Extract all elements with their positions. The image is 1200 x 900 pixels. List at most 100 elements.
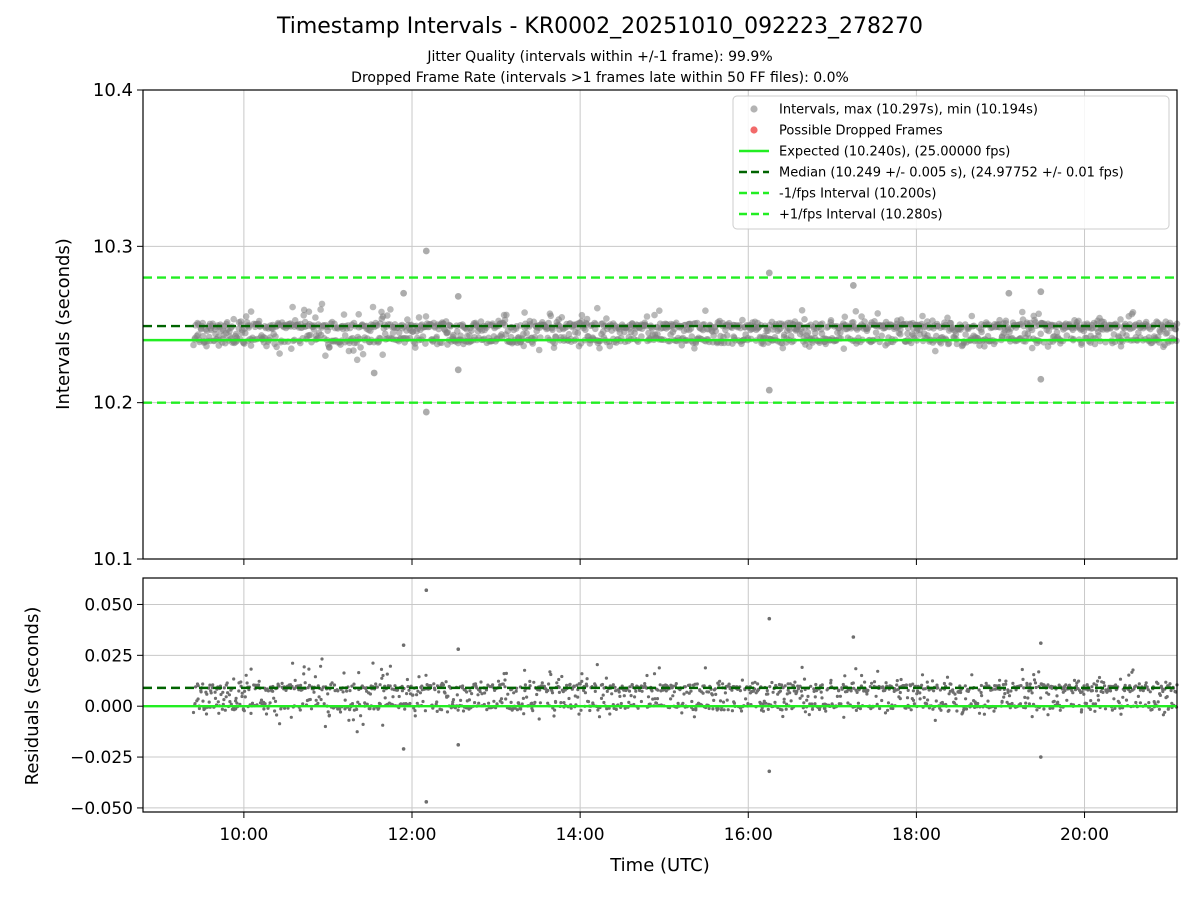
residual-point: [1136, 694, 1140, 699]
residual-point: [681, 701, 685, 705]
residual-point: [730, 688, 734, 692]
bottom-y-axis-label: Residuals (seconds): [22, 607, 43, 786]
residual-point: [683, 685, 687, 689]
residual-point: [350, 702, 355, 706]
interval-point: [415, 314, 423, 321]
residual-point: [408, 701, 412, 706]
residual-point: [851, 681, 855, 685]
interval-point: [307, 331, 314, 339]
interval-outlier-point: [1005, 289, 1013, 297]
residual-point: [443, 691, 447, 695]
residual-point: [1082, 692, 1086, 696]
residual-point: [421, 699, 425, 704]
residual-point: [319, 697, 323, 702]
residual-point: [614, 707, 618, 712]
residual-point: [336, 689, 340, 693]
residual-point: [583, 691, 588, 695]
residual-point: [835, 694, 840, 699]
residual-point: [256, 683, 261, 687]
residual-point: [646, 695, 651, 699]
bottom-y-tick-label: −0.025: [70, 748, 133, 768]
interval-point: [603, 315, 610, 322]
residual-point: [322, 702, 326, 706]
residual-point: [509, 700, 513, 705]
jitter-quality-subtitle: Jitter Quality (intervals within +/-1 fr…: [427, 49, 773, 65]
residual-point: [810, 702, 814, 706]
interval-point: [858, 313, 865, 320]
residual-point: [922, 695, 926, 700]
interval-point: [801, 316, 808, 323]
residual-point: [952, 701, 957, 705]
residual-point: [479, 680, 483, 684]
interval-point: [447, 323, 455, 330]
interval-point: [654, 331, 661, 338]
x-tick-label: 18:00: [892, 825, 941, 845]
residual-point: [451, 700, 455, 704]
residual-point: [1011, 681, 1015, 686]
residual-point: [1102, 681, 1106, 685]
interval-point: [804, 329, 812, 336]
residual-point: [1090, 689, 1094, 693]
residual-point: [594, 684, 598, 688]
residual-point: [204, 712, 209, 716]
residual-outlier-point: [424, 588, 429, 593]
residual-point: [813, 702, 817, 706]
residual-point: [380, 676, 384, 680]
residual-point: [870, 681, 874, 685]
interval-point: [422, 313, 430, 320]
residual-point: [863, 680, 867, 684]
residual-point: [535, 692, 539, 697]
residual-point: [935, 683, 939, 687]
residual-point: [1021, 677, 1025, 682]
interval-point: [827, 317, 835, 324]
interval-point: [384, 312, 391, 319]
residual-point: [860, 673, 864, 678]
residual-point: [680, 711, 684, 715]
residual-point: [1118, 677, 1123, 681]
residual-point: [397, 694, 401, 699]
residual-point: [805, 698, 809, 702]
residual-point: [476, 693, 480, 697]
residual-point: [308, 697, 312, 702]
residual-point: [395, 688, 400, 692]
residual-point: [557, 677, 561, 682]
interval-point: [353, 356, 361, 364]
residual-point: [608, 712, 612, 716]
interval-point: [350, 347, 357, 354]
residual-point: [1065, 698, 1069, 702]
residual-point: [1077, 679, 1081, 683]
residual-point: [997, 684, 1001, 688]
interval-outlier-point: [400, 289, 408, 297]
residual-point: [854, 667, 858, 671]
residual-point: [886, 708, 890, 712]
residual-point: [345, 689, 349, 693]
residual-point: [446, 694, 450, 698]
residual-point: [222, 698, 226, 702]
residual-point: [676, 701, 680, 706]
residual-point: [332, 683, 337, 687]
residual-point: [931, 707, 935, 711]
legend-box: [732, 95, 1170, 230]
residual-point: [640, 689, 644, 693]
residual-point: [406, 685, 410, 689]
residual-point: [1082, 684, 1086, 688]
interval-point: [276, 350, 283, 357]
residual-point: [654, 701, 659, 705]
residual-point: [540, 681, 544, 685]
residual-point: [573, 694, 577, 698]
residual-point: [732, 701, 737, 705]
residual-point: [374, 682, 378, 686]
residual-point: [461, 709, 466, 713]
interval-point: [1019, 308, 1026, 316]
residual-point: [1030, 691, 1034, 695]
residual-point: [1145, 685, 1149, 689]
residual-point: [601, 693, 605, 697]
bottom-reference-lines: [143, 686, 1177, 708]
residual-point: [1093, 702, 1098, 706]
residual-point: [244, 673, 248, 677]
residual-point: [1004, 679, 1008, 683]
residual-point: [242, 709, 246, 713]
residual-point: [379, 667, 384, 672]
interval-point: [606, 342, 614, 350]
interval-point: [852, 308, 860, 315]
